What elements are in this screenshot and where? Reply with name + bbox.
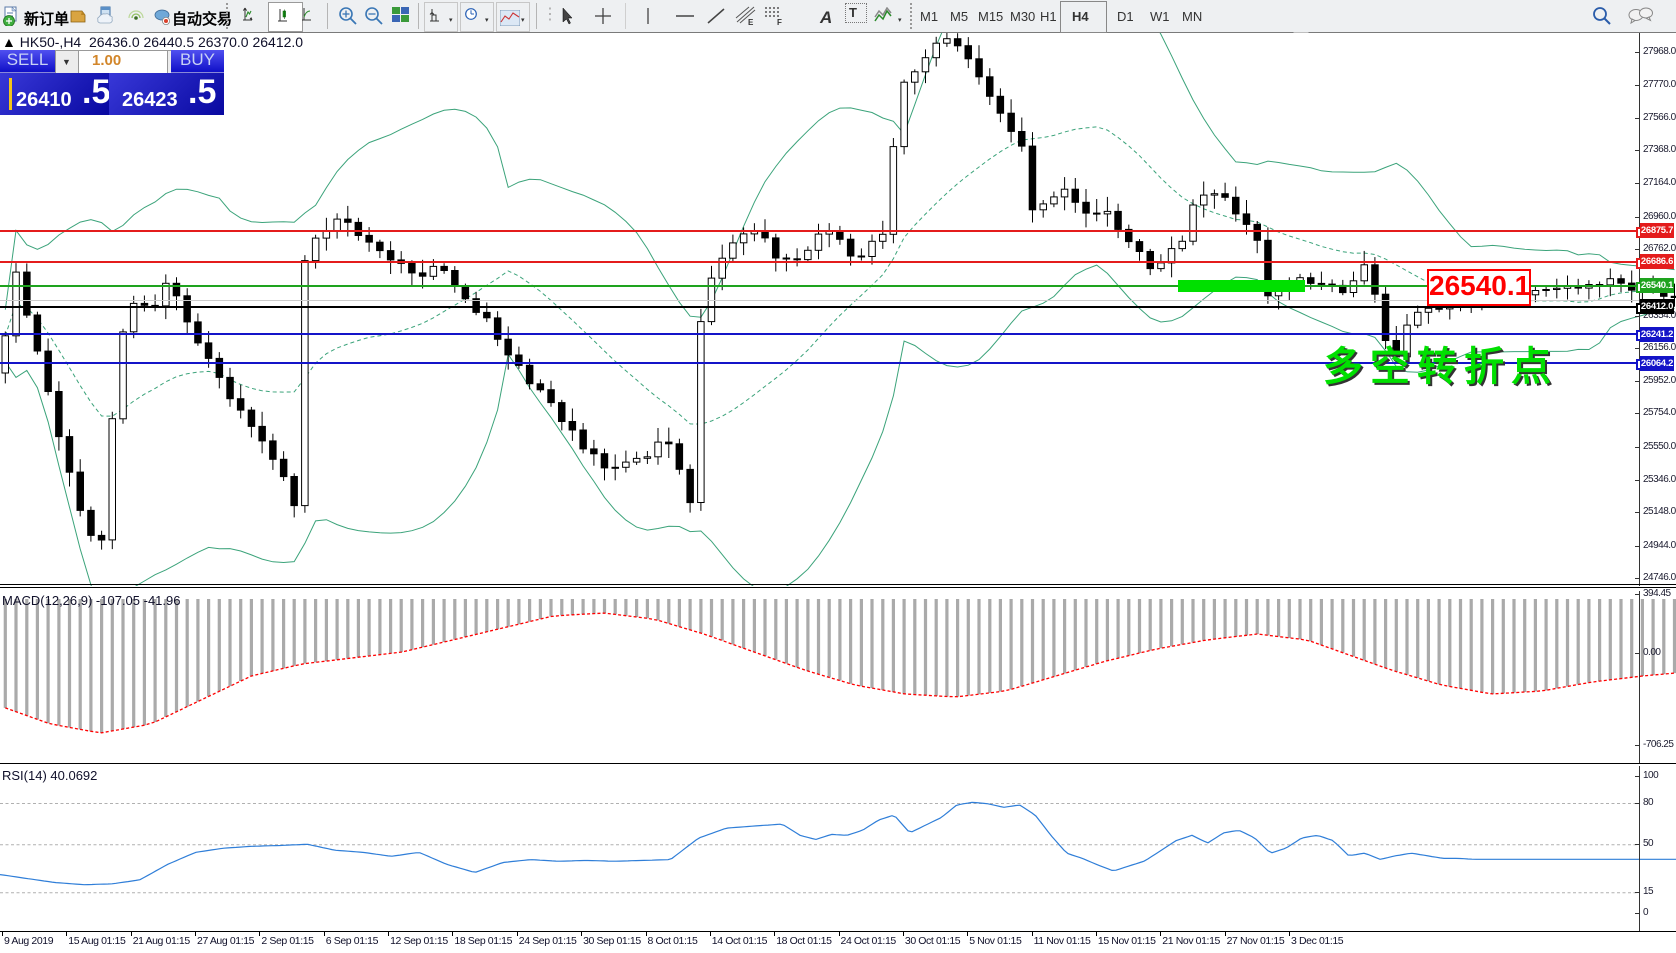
svg-text:F: F [777, 18, 782, 26]
svg-text:E: E [748, 18, 754, 26]
